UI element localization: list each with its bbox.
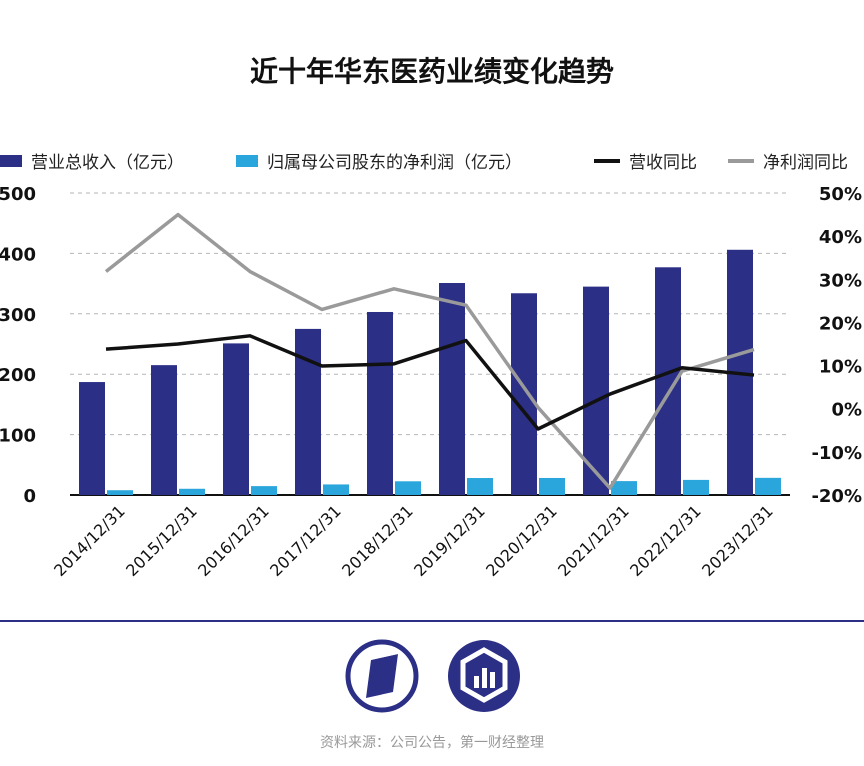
left-tick-label: 0 bbox=[23, 486, 36, 507]
bars-group bbox=[79, 249, 781, 495]
bar-net-profit bbox=[251, 486, 277, 495]
x-tick-label: 2017/12/31 bbox=[266, 501, 345, 580]
right-tick-label: -10% bbox=[811, 443, 862, 464]
bar-net-profit bbox=[539, 477, 565, 495]
bar-net-profit bbox=[323, 484, 349, 495]
data-logo-icon bbox=[448, 640, 520, 712]
right-tick-label: 0% bbox=[831, 400, 862, 421]
left-tick-label: 500 bbox=[0, 184, 36, 205]
bar-revenue bbox=[367, 311, 393, 495]
legend-label-revenue-yoy: 营收同比 bbox=[629, 153, 697, 173]
legend-swatch-revenue bbox=[0, 154, 22, 167]
x-tick-label: 2020/12/31 bbox=[482, 501, 561, 580]
line-revenue-yoy bbox=[105, 334, 755, 431]
right-tick-label: 20% bbox=[819, 313, 862, 334]
x-tick-label: 2019/12/31 bbox=[410, 501, 489, 580]
bar-revenue bbox=[511, 293, 537, 495]
left-tick-label: 200 bbox=[0, 365, 36, 386]
chart-plot: 0 100 200 300 400 500 -20% -10% 0% 10% 20% 30% 40% 50… bbox=[0, 184, 862, 580]
legend-swatch-net-profit bbox=[236, 154, 258, 167]
bar-revenue bbox=[223, 343, 249, 495]
legend-item-net-profit: 归属母公司股东的净利润（亿元） bbox=[236, 148, 522, 173]
legend-label-revenue: 营业总收入（亿元） bbox=[31, 153, 184, 173]
x-tick-label: 2014/12/31 bbox=[50, 501, 129, 580]
brand-logo-icon bbox=[345, 639, 419, 713]
legend-item-profit-yoy: 净利润同比 bbox=[728, 148, 848, 173]
chart-title: 近十年华东医药业绩变化趋势 bbox=[249, 55, 614, 88]
right-tick-label: 10% bbox=[819, 357, 862, 378]
line-profit-yoy bbox=[104, 212, 755, 490]
legend-swatch-profit-yoy bbox=[728, 158, 754, 163]
right-tick-label: 40% bbox=[819, 227, 862, 248]
left-tick-label: 400 bbox=[0, 244, 36, 265]
right-tick-label: 30% bbox=[819, 270, 862, 291]
bar-net-profit bbox=[755, 477, 781, 495]
bar-revenue bbox=[295, 328, 321, 495]
footer-divider bbox=[0, 620, 864, 622]
bar-revenue bbox=[151, 365, 177, 495]
bar-net-profit bbox=[683, 479, 709, 495]
x-tick-label: 2022/12/31 bbox=[626, 501, 705, 580]
bar-net-profit bbox=[107, 490, 133, 495]
source-note: 资料来源：公司公告，第一财经整理 bbox=[320, 735, 544, 751]
right-tick-label: 50% bbox=[819, 184, 862, 205]
legend-label-profit-yoy: 净利润同比 bbox=[763, 153, 848, 173]
chart-legend: 营业总收入（亿元） 归属母公司股东的净利润（亿元） 营收同比 净利润同比 bbox=[0, 148, 864, 173]
x-tick-label: 2018/12/31 bbox=[338, 501, 417, 580]
right-tick-label: -20% bbox=[811, 486, 862, 507]
left-tick-label: 300 bbox=[0, 305, 36, 326]
bar-net-profit bbox=[395, 481, 421, 495]
bar-net-profit bbox=[467, 478, 493, 495]
legend-item-revenue: 营业总收入（亿元） bbox=[0, 148, 184, 173]
bar-net-profit bbox=[179, 488, 205, 495]
left-tick-label: 100 bbox=[0, 426, 36, 447]
legend-swatch-revenue-yoy bbox=[594, 158, 620, 163]
x-tick-label: 2023/12/31 bbox=[698, 501, 777, 580]
lines-group bbox=[104, 212, 755, 490]
legend-item-revenue-yoy: 营收同比 bbox=[594, 148, 697, 173]
x-tick-label: 2021/12/31 bbox=[554, 501, 633, 580]
bar-revenue bbox=[79, 382, 105, 495]
x-tick-label: 2016/12/31 bbox=[194, 501, 273, 580]
bar-revenue bbox=[439, 282, 465, 495]
bar-net-profit bbox=[611, 481, 637, 495]
x-tick-label: 2015/12/31 bbox=[122, 501, 201, 580]
legend-label-net-profit: 归属母公司股东的净利润（亿元） bbox=[267, 153, 522, 173]
